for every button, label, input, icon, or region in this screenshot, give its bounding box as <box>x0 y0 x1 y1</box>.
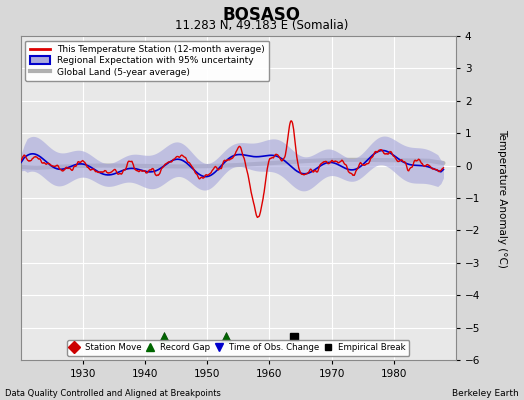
Y-axis label: Temperature Anomaly (°C): Temperature Anomaly (°C) <box>497 128 507 268</box>
Text: BOSASO: BOSASO <box>223 6 301 24</box>
Legend: Station Move, Record Gap, Time of Obs. Change, Empirical Break: Station Move, Record Gap, Time of Obs. C… <box>68 340 409 356</box>
Text: Data Quality Controlled and Aligned at Breakpoints: Data Quality Controlled and Aligned at B… <box>5 389 221 398</box>
Text: Berkeley Earth: Berkeley Earth <box>452 389 519 398</box>
Text: 11.283 N, 49.183 E (Somalia): 11.283 N, 49.183 E (Somalia) <box>176 19 348 32</box>
